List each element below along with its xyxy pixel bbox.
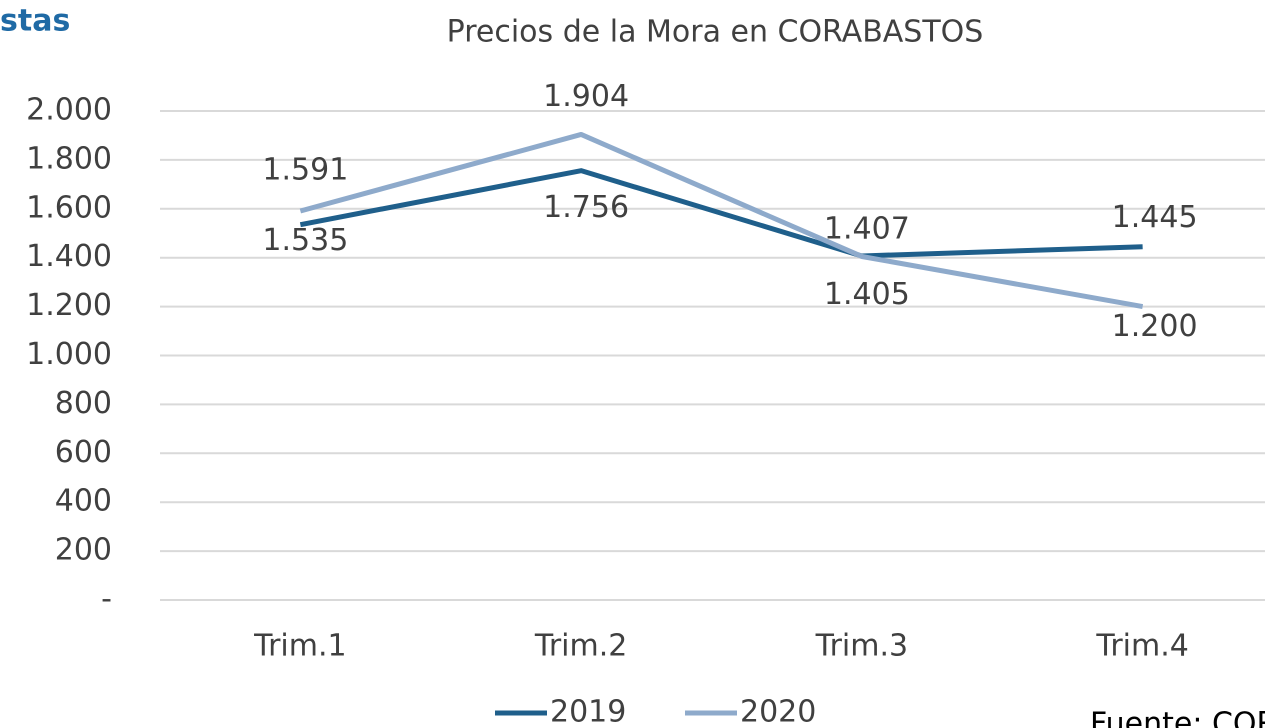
data-label: 1.591 bbox=[262, 153, 348, 188]
header-text: stas bbox=[0, 4, 70, 39]
y-tick-label: 800 bbox=[55, 386, 112, 421]
data-label: 1.405 bbox=[824, 277, 910, 312]
x-tick-label: Trim.1 bbox=[253, 629, 346, 664]
series-line bbox=[299, 131, 1144, 310]
legend-label: 2020 bbox=[740, 695, 816, 728]
y-tick-label: 1.000 bbox=[26, 337, 112, 372]
x-tick-label: Trim.4 bbox=[1095, 629, 1188, 664]
data-label: 1.756 bbox=[543, 190, 629, 225]
y-tick-label: 200 bbox=[55, 533, 112, 568]
data-label: 1.535 bbox=[262, 223, 348, 258]
y-tick-label: 600 bbox=[55, 435, 112, 470]
data-label: 1.407 bbox=[824, 211, 910, 246]
y-tick-label: 1.800 bbox=[26, 141, 112, 176]
series-line bbox=[299, 168, 1143, 259]
y-tick-label: 1.200 bbox=[26, 288, 112, 323]
x-tick-label: Trim.3 bbox=[815, 629, 908, 664]
x-tick-label: Trim.2 bbox=[534, 629, 627, 664]
source: Fuente: COR bbox=[1090, 707, 1265, 728]
data-label: 1.200 bbox=[1112, 309, 1198, 344]
y-tick-label: 2.000 bbox=[26, 93, 112, 128]
chart-title: Precios de la Mora en CORABASTOS bbox=[447, 15, 984, 50]
y-tick-label: 1.400 bbox=[26, 239, 112, 274]
data-label: 1.445 bbox=[1112, 200, 1198, 235]
legend-label: 2019 bbox=[550, 695, 626, 728]
y-tick-label: - bbox=[101, 582, 112, 617]
y-tick-label: 1.600 bbox=[26, 190, 112, 225]
data-label: 1.904 bbox=[543, 79, 629, 114]
y-tick-label: 400 bbox=[55, 484, 112, 519]
